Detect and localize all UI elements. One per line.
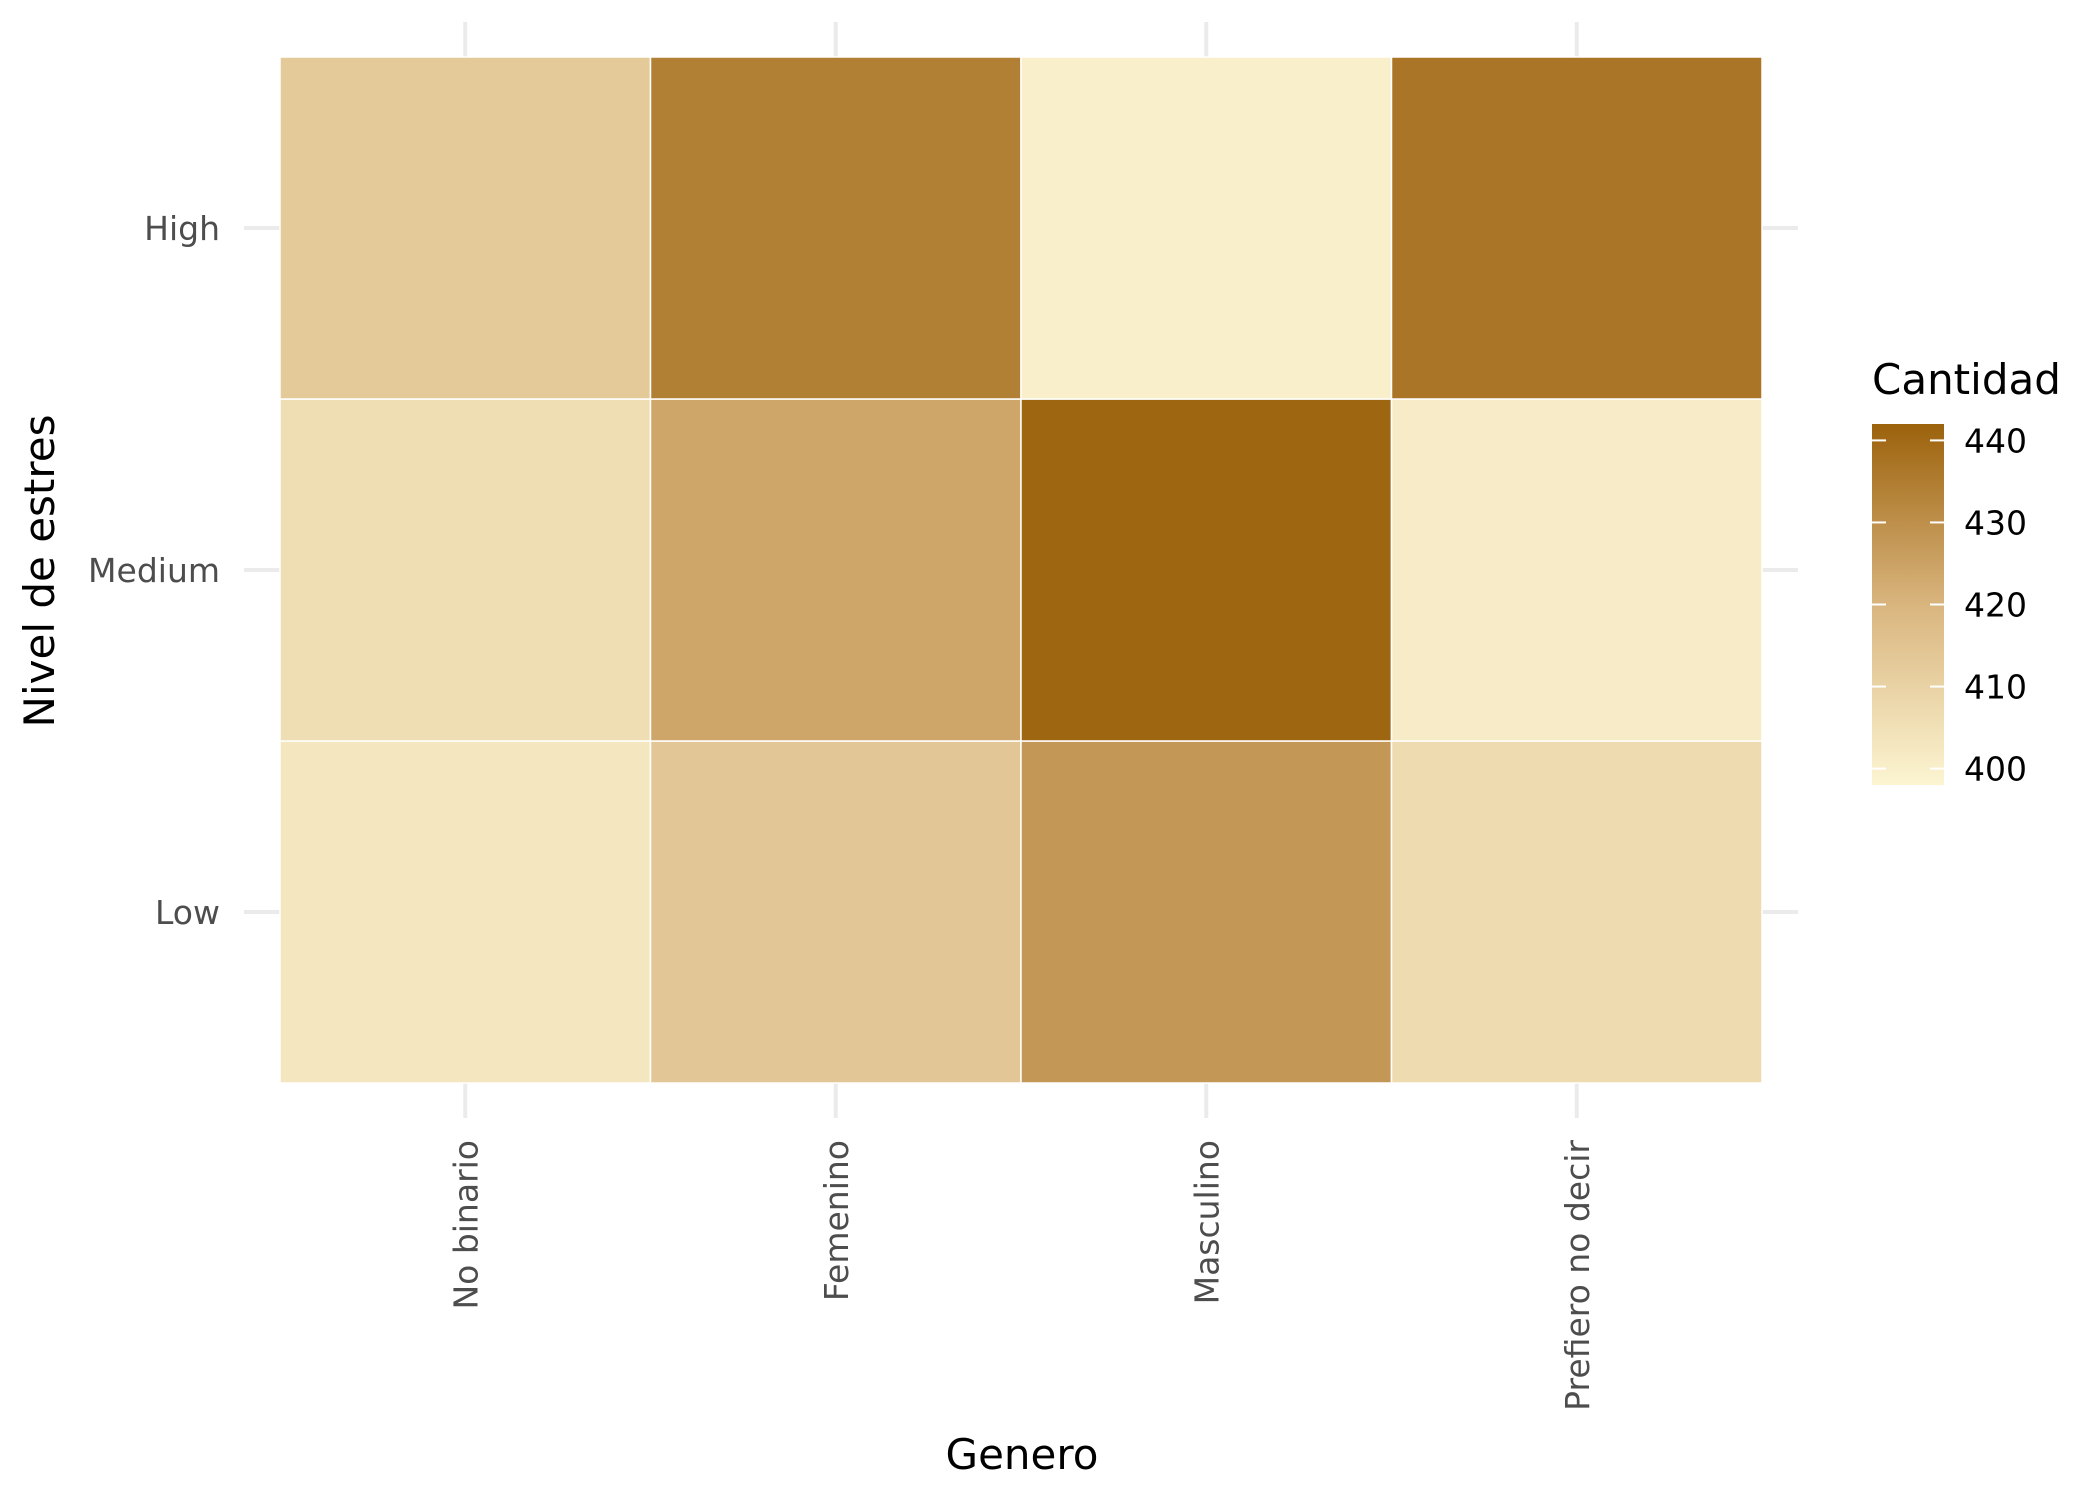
legend-tick-label: 420 xyxy=(1964,586,2027,625)
legend-ticks: 400 410 420 430 440 xyxy=(1872,421,2027,789)
x-tick-label: Femenino xyxy=(817,1140,856,1301)
y-axis-ticks: Low Medium High xyxy=(88,209,220,932)
heatmap-cell xyxy=(279,56,652,400)
heatmap-cell xyxy=(1020,56,1393,400)
y-axis-title: Nivel de estres xyxy=(15,415,64,728)
heatmap-cell xyxy=(649,740,1022,1084)
legend-title: Cantidad xyxy=(1872,355,2061,404)
heatmap-cell xyxy=(1390,56,1763,400)
legend-tick-label: 430 xyxy=(1964,503,2027,542)
heatmap-cell xyxy=(1390,740,1763,1084)
x-axis-ticks: No binario Femenino Masculino Prefiero no d… xyxy=(446,1140,1597,1411)
heatmap-cell xyxy=(649,398,1022,742)
legend-tick-label: 410 xyxy=(1964,668,2027,707)
y-tick-label: Low xyxy=(155,893,220,932)
legend-tick-label: 440 xyxy=(1964,421,2027,460)
y-tick-label: High xyxy=(144,209,220,248)
heatmap-cell xyxy=(1020,740,1393,1084)
heatmap-cell xyxy=(279,740,652,1084)
heatmap-tiles xyxy=(279,56,1763,1084)
color-legend: Cantidad 400 410 420 430 440 xyxy=(1872,355,2061,789)
heatmap-cell xyxy=(1020,398,1393,742)
heatmap-cell xyxy=(279,398,652,742)
legend-tick-label: 400 xyxy=(1964,750,2027,789)
x-tick-label: Masculino xyxy=(1187,1140,1226,1304)
x-tick-label: Prefiero no decir xyxy=(1558,1140,1597,1411)
heatmap-cell xyxy=(1390,398,1763,742)
heatmap-cell xyxy=(649,56,1022,400)
x-axis-title: Genero xyxy=(946,1430,1099,1479)
x-tick-label: No binario xyxy=(446,1140,485,1310)
y-tick-label: Medium xyxy=(88,551,220,590)
